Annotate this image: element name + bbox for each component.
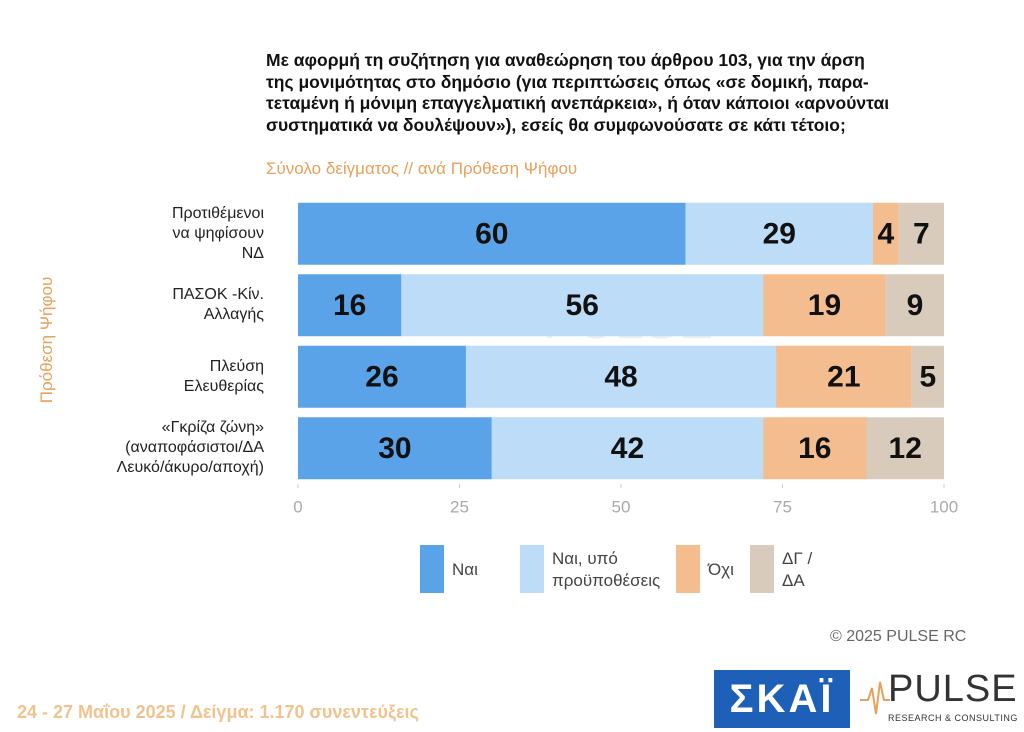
bar-segment (298, 202, 686, 265)
pulse-wave (860, 681, 890, 715)
value-label: 5 (920, 361, 937, 394)
bar-segment (401, 274, 764, 337)
logo-pulse-icon (860, 681, 890, 715)
bar-segment (298, 417, 492, 480)
value-label: 56 (566, 289, 599, 322)
value-label: 12 (889, 432, 922, 465)
copyright: © 2025 PULSE RC (830, 628, 967, 645)
bar-segment (776, 345, 912, 408)
bar-segment (685, 202, 873, 265)
legend-label: ΔΓ / ΔΑ (782, 549, 813, 590)
bar-segment (866, 417, 944, 480)
x-tick-label: 75 (773, 497, 792, 516)
subtitle: Σύνολο δείγματος // ανά Πρόθεση Ψήφου (266, 159, 578, 178)
value-label: 9 (907, 289, 924, 322)
value-label: 30 (378, 432, 411, 465)
bar-segment (872, 202, 899, 265)
logo-pulse: PULSE (888, 668, 1018, 710)
legend-swatch (750, 545, 774, 593)
title-line: τεταμένη ή μόνιμη επαγγελματική ανεπάρκε… (266, 93, 890, 113)
legend-swatch (420, 545, 444, 593)
category-label: Πλεύση Ελευθερίας (183, 357, 264, 395)
x-tick-label: 50 (612, 497, 631, 516)
legend-swatch (676, 545, 700, 593)
footer: 24 - 27 Μαΐου 2025 / Δείγμα: 1.170 συνεν… (17, 702, 419, 722)
value-label: 19 (808, 289, 841, 322)
legend-swatch (520, 545, 544, 593)
bar-segment (911, 345, 944, 408)
value-label: 29 (763, 218, 796, 251)
value-label: 48 (604, 361, 637, 394)
legend-label: Ναι (452, 560, 478, 579)
title-line: της μονιμότητας στο δημόσιο (για περιπτώ… (266, 71, 869, 92)
bar-segment (465, 345, 777, 408)
value-label: 21 (827, 361, 860, 394)
legend-label: Ναι, υπό προϋποθέσεις (552, 549, 661, 590)
bar-segment (491, 417, 764, 480)
title-line: συστηματικά να δουλέψουν»), εσείς θα συμ… (266, 114, 846, 135)
x-tick-label: 0 (293, 497, 302, 516)
value-label: 16 (333, 289, 366, 322)
category-label: ΠΑΣΟΚ -Κίν. Αλλαγής (172, 286, 264, 324)
title-line: Με αφορμή τη συζήτηση για αναθεώρηση του… (266, 50, 865, 70)
value-label: 7 (913, 218, 930, 251)
logo-skai: ΣΚΑΪ (714, 670, 850, 728)
value-label: 26 (365, 361, 398, 394)
category-label: Προτιθέμενοι να ψηφίσουν ΝΔ (171, 204, 264, 262)
bar-segment (298, 345, 466, 408)
title-block: Με αφορμή τη συζήτηση για αναθεώρηση του… (266, 50, 984, 136)
legend-label: Όχι (708, 560, 734, 579)
x-tick-label: 25 (450, 497, 469, 516)
logo-pulse-sub: RESEARCH & CONSULTING (888, 713, 1018, 723)
bar-segment (763, 417, 867, 480)
bar-segment (763, 274, 886, 337)
bar-segment (298, 274, 402, 337)
bar-segment (898, 202, 944, 265)
value-label: 16 (798, 432, 831, 465)
value-label: 60 (475, 218, 508, 251)
x-tick-label: 100 (930, 497, 958, 516)
category-label: «Γκρίζα ζώνη» (αναποφάσιστοι/ΔΑ Λευκό/άκ… (116, 419, 264, 477)
bar-segment (885, 274, 944, 337)
value-label: 4 (878, 218, 895, 251)
value-label: 42 (611, 432, 644, 465)
